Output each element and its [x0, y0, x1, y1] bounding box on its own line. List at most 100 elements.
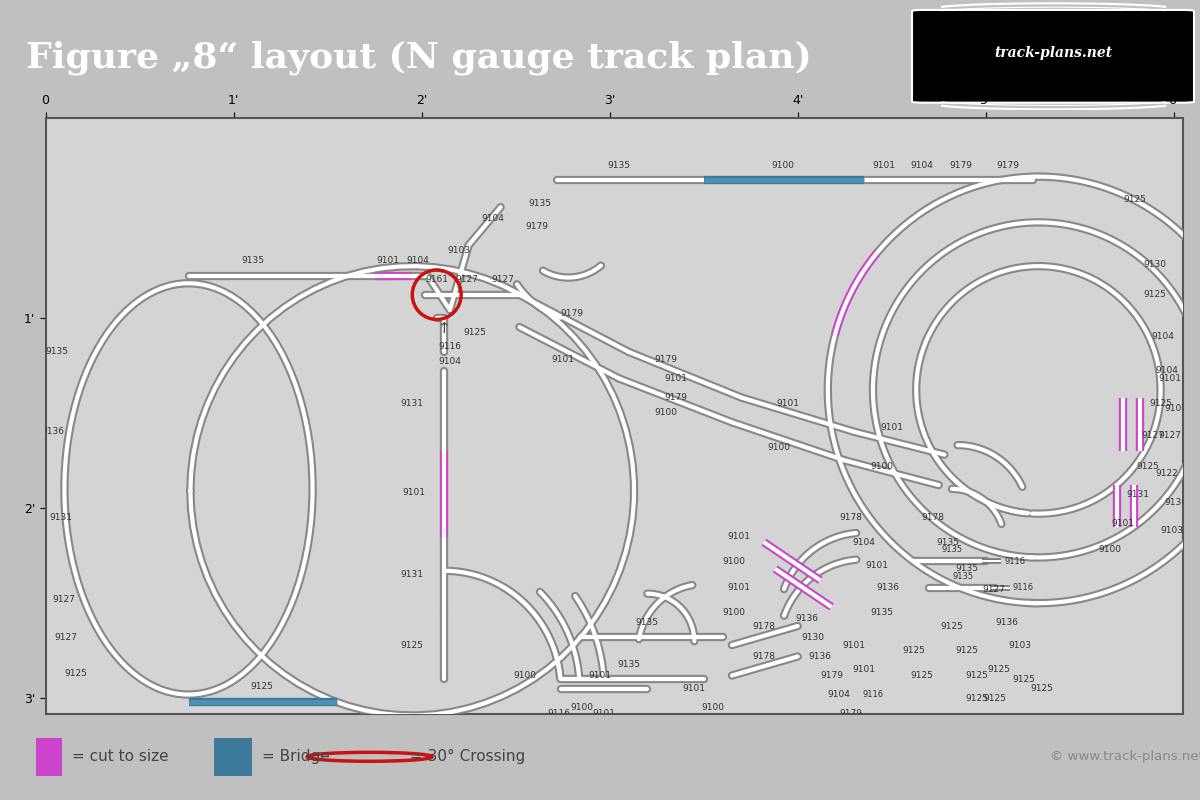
Text: 9135: 9135 [636, 618, 659, 626]
Text: 9125: 9125 [251, 682, 274, 691]
Text: 9125: 9125 [988, 666, 1010, 674]
Text: 9179: 9179 [997, 161, 1020, 170]
Text: 9122: 9122 [1154, 469, 1177, 478]
Text: 9101: 9101 [842, 641, 865, 650]
Text: 9125: 9125 [1123, 195, 1146, 204]
Text: 9135: 9135 [529, 198, 552, 208]
FancyBboxPatch shape [36, 738, 62, 776]
Text: 9125: 9125 [1136, 462, 1159, 470]
Text: = cut to size: = cut to size [72, 750, 169, 764]
Text: 9127: 9127 [1142, 431, 1165, 440]
Text: 9101: 9101 [1111, 518, 1135, 528]
Text: 9135: 9135 [617, 659, 640, 669]
Text: 9104: 9104 [852, 538, 875, 546]
Text: 9125: 9125 [965, 671, 988, 680]
Text: 9101: 9101 [402, 488, 426, 498]
Text: 9178: 9178 [839, 513, 862, 522]
Text: 9135: 9135 [937, 538, 960, 546]
Text: 9125: 9125 [1150, 398, 1172, 408]
Text: 9136: 9136 [995, 618, 1018, 626]
Text: 9127: 9127 [491, 275, 514, 284]
Text: 9179: 9179 [839, 709, 862, 718]
Text: 9101: 9101 [1159, 374, 1182, 383]
Text: 9104: 9104 [407, 256, 430, 265]
Text: 9101: 9101 [727, 583, 751, 593]
Text: 9125: 9125 [965, 694, 988, 703]
Text: 9104: 9104 [1154, 366, 1178, 375]
Text: 9100: 9100 [722, 608, 745, 617]
Text: = 30° Crossing: = 30° Crossing [410, 750, 526, 764]
Text: 9116: 9116 [863, 690, 883, 699]
Text: 9135: 9135 [941, 546, 962, 554]
Text: 9100: 9100 [655, 408, 678, 418]
Text: ↑: ↑ [438, 322, 451, 337]
Text: 9101: 9101 [377, 256, 400, 265]
Text: 9101: 9101 [881, 423, 904, 433]
Text: 9125: 9125 [984, 694, 1007, 703]
Text: 9125: 9125 [463, 328, 486, 338]
Text: 9100: 9100 [570, 703, 593, 712]
Text: 9125: 9125 [1144, 290, 1166, 299]
Text: 9179: 9179 [950, 161, 973, 170]
Text: 9136: 9136 [809, 652, 832, 661]
Text: 9104: 9104 [481, 214, 504, 223]
Text: 9179: 9179 [664, 393, 688, 402]
Text: 9125: 9125 [1031, 684, 1054, 694]
Text: 9131: 9131 [49, 513, 72, 522]
Text: 9100: 9100 [514, 671, 536, 680]
FancyBboxPatch shape [912, 10, 1194, 102]
Text: 9116: 9116 [547, 709, 570, 718]
Text: 9103: 9103 [448, 246, 470, 255]
Text: 9101: 9101 [664, 374, 688, 383]
Text: 9103: 9103 [1008, 641, 1031, 650]
Text: 9116: 9116 [1012, 583, 1033, 593]
Text: 9125: 9125 [64, 669, 86, 678]
Text: 9100: 9100 [1098, 546, 1122, 554]
Text: 9101: 9101 [593, 709, 616, 718]
Text: = Bridge: = Bridge [262, 750, 329, 764]
Text: 9178: 9178 [752, 652, 775, 661]
Text: 9135: 9135 [241, 256, 264, 265]
Text: 9178: 9178 [922, 513, 944, 522]
Text: 9161: 9161 [425, 275, 449, 284]
Text: 9178: 9178 [752, 622, 775, 630]
Text: 9101: 9101 [551, 355, 574, 364]
Text: 9179: 9179 [526, 222, 548, 230]
Text: 9101: 9101 [776, 398, 800, 408]
Text: 9101: 9101 [683, 684, 706, 694]
Text: 9104: 9104 [828, 690, 851, 699]
Text: 9101: 9101 [852, 666, 875, 674]
Text: 9125: 9125 [401, 641, 424, 650]
Text: 9116: 9116 [1004, 557, 1026, 566]
Text: 9104: 9104 [1151, 332, 1174, 341]
Text: 9127: 9127 [55, 633, 78, 642]
Text: 9103: 9103 [1160, 526, 1183, 535]
Text: 9127: 9127 [1159, 431, 1182, 440]
Text: 9136: 9136 [42, 427, 65, 436]
Text: 9100: 9100 [772, 161, 794, 170]
Text: 9116: 9116 [438, 342, 461, 350]
Text: 9125: 9125 [902, 646, 925, 655]
Text: 9131: 9131 [1127, 490, 1150, 499]
Text: 9100: 9100 [722, 557, 745, 566]
Text: 9125: 9125 [941, 622, 964, 630]
Text: 9130: 9130 [802, 633, 824, 642]
Text: 9136: 9136 [876, 583, 900, 593]
Text: 9127: 9127 [53, 595, 76, 604]
Text: 9136: 9136 [1164, 498, 1187, 506]
Text: 9130: 9130 [1144, 260, 1166, 269]
Text: 9127: 9127 [982, 586, 1004, 594]
FancyBboxPatch shape [214, 738, 252, 776]
Text: 9179: 9179 [820, 671, 844, 680]
Text: 9131: 9131 [401, 570, 424, 579]
Text: © www.track-plans.net: © www.track-plans.net [1050, 750, 1200, 763]
Text: 9125: 9125 [911, 671, 934, 680]
Text: 9104: 9104 [438, 357, 461, 366]
Text: 9136: 9136 [796, 614, 818, 623]
Text: 9101: 9101 [727, 532, 751, 541]
Text: Figure „8“ layout (N gauge track plan): Figure „8“ layout (N gauge track plan) [26, 40, 812, 74]
Text: 9100: 9100 [702, 703, 725, 712]
Text: 9135: 9135 [953, 572, 973, 581]
Text: 9179: 9179 [560, 310, 583, 318]
Text: track-plans.net: track-plans.net [995, 46, 1112, 60]
